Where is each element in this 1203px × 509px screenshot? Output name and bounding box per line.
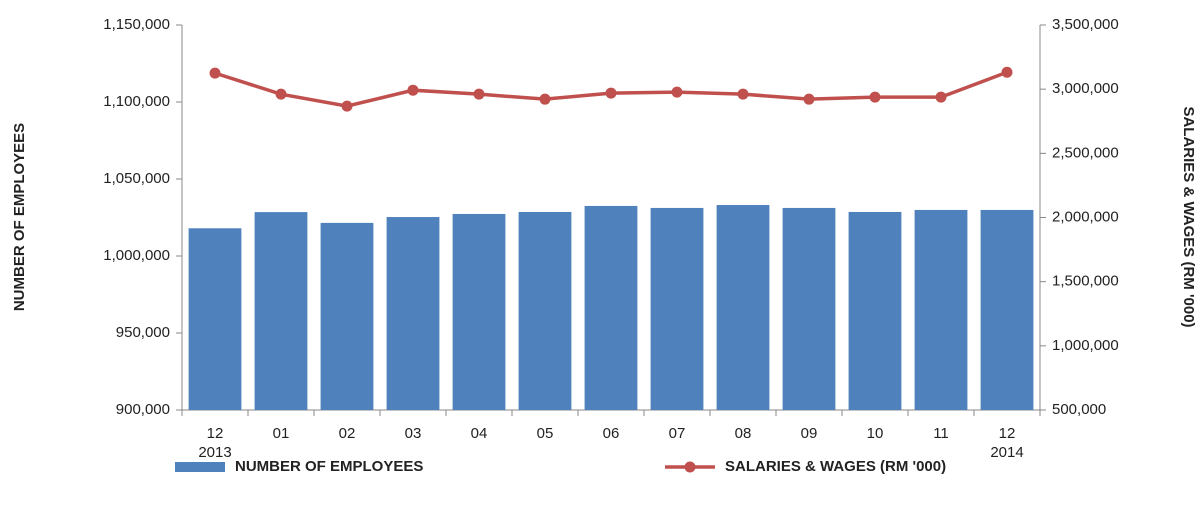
- marker: [1001, 66, 1013, 78]
- y-tick-label: 1,050,000: [103, 170, 170, 187]
- y2-tick-label: 3,000,000: [1052, 80, 1119, 97]
- x-tick-label: 04: [470, 425, 488, 442]
- y2-tick-label: 2,500,000: [1052, 144, 1119, 161]
- marker: [935, 91, 947, 103]
- bar: [518, 211, 572, 410]
- y2-tick-label: 1,000,000: [1052, 337, 1119, 354]
- marker: [209, 67, 221, 79]
- legend-label: NUMBER OF EMPLOYEES: [235, 458, 423, 475]
- bar: [452, 213, 506, 410]
- marker: [869, 91, 881, 103]
- legend-label: SALARIES & WAGES (RM '000): [725, 458, 946, 475]
- marker: [671, 86, 683, 98]
- y2-tick-label: 3,500,000: [1052, 16, 1119, 33]
- marker: [473, 88, 485, 100]
- bar: [716, 205, 770, 410]
- x-tick-label: 12 2014: [990, 425, 1024, 461]
- x-tick-label: 07: [668, 425, 686, 442]
- y-tick-label: 1,150,000: [103, 16, 170, 33]
- marker: [605, 87, 617, 99]
- y2-tick-label: 500,000: [1052, 401, 1106, 418]
- bar: [914, 209, 968, 410]
- legend-swatch: [175, 462, 225, 472]
- bar: [254, 212, 308, 410]
- bar: [386, 217, 440, 410]
- marker: [803, 93, 815, 105]
- marker: [539, 93, 551, 105]
- bar: [848, 211, 902, 410]
- y-tick-label: 1,100,000: [103, 93, 170, 110]
- x-tick-label: 08: [734, 425, 752, 442]
- bar: [650, 207, 704, 410]
- y-tick-label: 900,000: [116, 401, 170, 418]
- x-tick-label: 10: [866, 425, 884, 442]
- x-tick-label: 01: [272, 425, 290, 442]
- legend-marker: [684, 461, 696, 473]
- y2-tick-label: 2,000,000: [1052, 208, 1119, 225]
- x-tick-label: 12 2013: [198, 425, 232, 461]
- marker: [341, 100, 353, 112]
- x-tick-label: 03: [404, 425, 422, 442]
- x-tick-label: 11: [933, 425, 949, 442]
- bar: [782, 207, 836, 410]
- marker: [275, 88, 287, 100]
- marker: [737, 88, 749, 100]
- y-tick-label: 950,000: [116, 324, 170, 341]
- y-axis-title: NUMBER OF EMPLOYEES: [11, 123, 28, 311]
- y2-tick-label: 1,500,000: [1052, 273, 1119, 290]
- y-tick-label: 1,000,000: [103, 247, 170, 264]
- marker: [407, 84, 419, 96]
- x-tick-label: 06: [602, 425, 620, 442]
- x-tick-label: 02: [338, 425, 356, 442]
- y2-axis-title: SALARIES & WAGES (RM '000): [1180, 106, 1197, 327]
- bar: [980, 209, 1034, 410]
- x-tick-label: 09: [800, 425, 818, 442]
- bar: [188, 228, 242, 410]
- x-tick-label: 05: [536, 425, 554, 442]
- bar: [584, 205, 638, 410]
- bar: [320, 222, 374, 410]
